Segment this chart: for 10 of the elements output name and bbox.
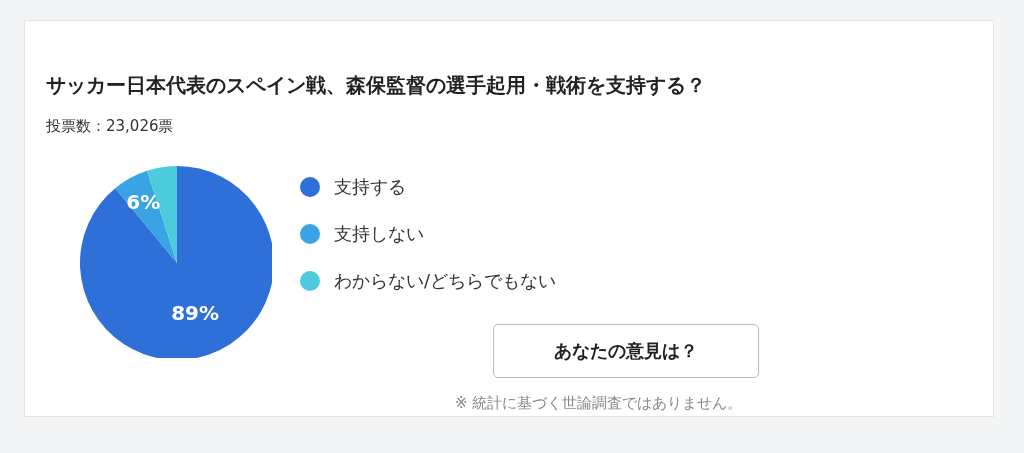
chart-subtitle: 投票数：23,026票 — [46, 117, 174, 136]
legend-label: 支持しない — [334, 222, 424, 246]
text: あなたの意見は？ — [493, 324, 759, 378]
data-label: 6% — [126, 189, 161, 214]
data-label: 89% — [171, 301, 220, 326]
pie-slice — [80, 166, 272, 358]
legend-label: わからない/どちらでもない — [334, 269, 557, 293]
text: ※ 統計に基づく世論調査ではありません。 — [455, 394, 743, 413]
chart-title: サッカー日本代表のスペイン戦、森保監督の選手起用・戦術を支持する？ — [46, 72, 706, 99]
legend-label: 支持する — [334, 175, 406, 199]
